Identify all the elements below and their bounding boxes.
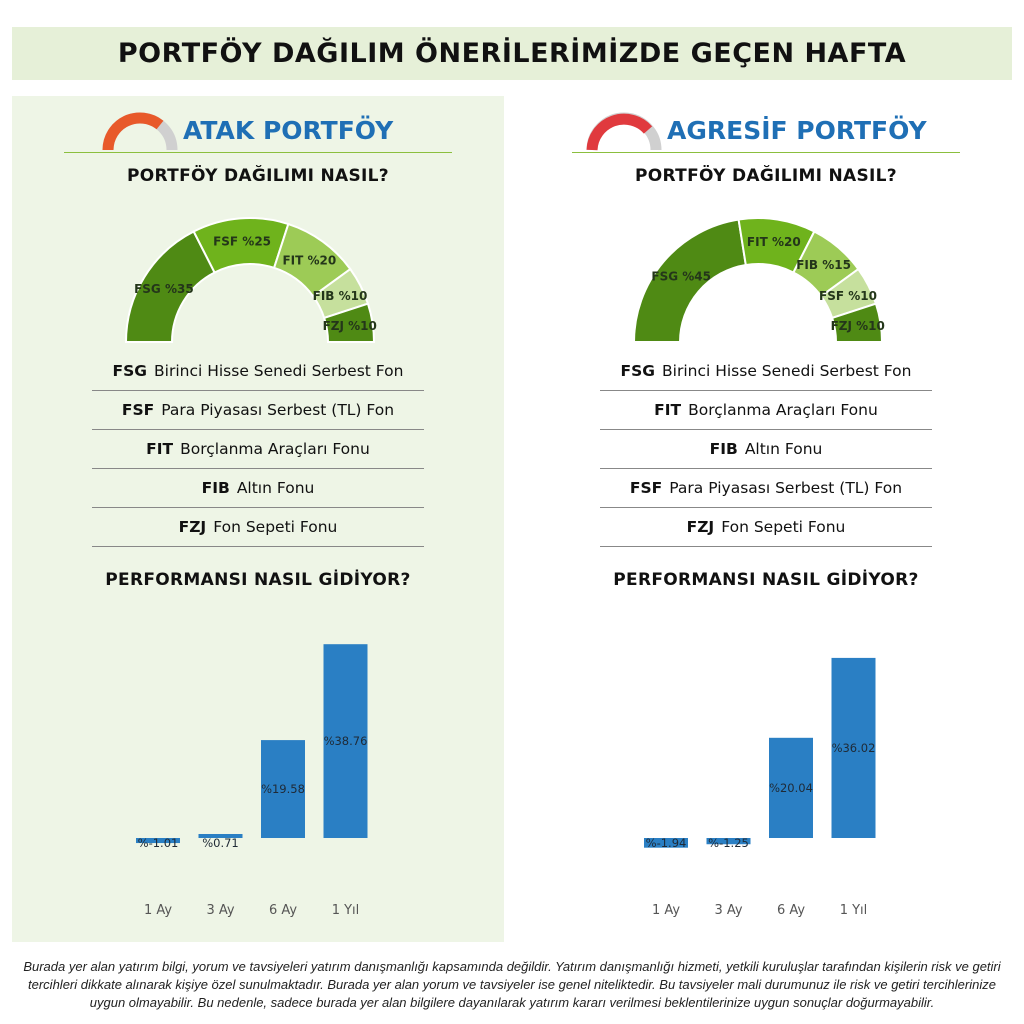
fund-name: Borçlanma Araçları Fonu [180, 440, 370, 458]
fund-code: FSG [112, 362, 148, 380]
legend-row-fzj: FZJ Fon Sepeti Fonu [92, 508, 424, 547]
title-divider [64, 152, 452, 153]
gauge-slice-label: FIT %20 [282, 253, 336, 267]
fund-code: FZJ [686, 518, 715, 536]
legend-row-fsg: FSG Birinci Hisse Senedi Serbest Fon [600, 352, 932, 391]
header-banner: PORTFÖY DAĞILIM ÖNERİLERİMİZDE GEÇEN HAF… [12, 27, 1012, 80]
bar-value-label: %-1.94 [646, 836, 687, 850]
bar-3 [261, 740, 305, 838]
fund-code: FSF [121, 401, 155, 419]
gauge-slice-label: FIB %10 [313, 289, 368, 303]
fund-name: Birinci Hisse Senedi Serbest Fon [662, 362, 912, 380]
agresif-portfoy-panel: AGRESİF PORTFÖY PORTFÖY DAĞILIMI NASIL? … [520, 96, 1012, 942]
gauge-slice-label: FSF %10 [819, 289, 877, 303]
fund-code: FZJ [178, 518, 207, 536]
legend-row-fib: FIB Altın Fonu [92, 469, 424, 508]
gauge-slice-label: FIT %20 [747, 235, 801, 249]
x-tick-label: 3 Ay [206, 903, 234, 918]
fund-code: FIB [709, 440, 738, 458]
gauge-slice-label: FZJ %10 [323, 319, 377, 333]
performance-heading: PERFORMANSI NASIL GİDİYOR? [613, 570, 919, 590]
fund-code: FSF [629, 479, 663, 497]
fund-name: Para Piyasası Serbest (TL) Fon [161, 401, 395, 419]
gauge-slice-label: FSF %25 [213, 234, 271, 248]
gauge-icon-orange [102, 112, 178, 151]
bar-1 [644, 838, 688, 848]
fund-code: FIB [201, 479, 230, 497]
fund-name: Altın Fonu [744, 440, 823, 458]
x-tick-label: 1 Ay [144, 903, 172, 918]
bar-value-label: %-1.01 [138, 836, 179, 850]
fund-name: Para Piyasası Serbest (TL) Fon [669, 479, 903, 497]
gauge-slice-label: FZJ %10 [831, 319, 885, 333]
fund-name: Borçlanma Araçları Fonu [688, 401, 878, 419]
fund-legend: FSG Birinci Hisse Senedi Serbest Fon FSF Pa… [92, 352, 424, 547]
performance-bar-chart: %-1.94 1 Ay %-1.25 3 Ay %20.04 6 Ay %36.02 1 Yı… [644, 657, 876, 918]
performance-bar-chart: %-1.01 1 Ay %0.71 3 Ay %19.58 6 Ay %38.76 1 Yıl [136, 644, 368, 918]
legend-row-fzj: FZJ Fon Sepeti Fonu [600, 508, 932, 547]
bar-4 [323, 644, 368, 838]
bar-2 [706, 838, 751, 845]
gauge-slice-label: FSG %35 [134, 282, 194, 296]
gauge-slice-fzj [830, 302, 884, 343]
bar-value-label: %0.71 [202, 836, 239, 850]
panel-title: AGRESİF PORTFÖY [667, 116, 927, 145]
x-tick-label: 6 Ay [269, 903, 297, 918]
atak-portfoy-panel: ATAK PORTFÖY PORTFÖY DAĞILIMI NASIL? FSG… [12, 96, 504, 942]
panel-title-row: AGRESİF PORTFÖY [520, 112, 1012, 152]
fund-name: Birinci Hisse Senedi Serbest Fon [154, 362, 404, 380]
fund-code: FSG [620, 362, 656, 380]
fund-code: FIT [654, 401, 682, 419]
allocation-heading: PORTFÖY DAĞILIMI NASIL? [127, 166, 389, 186]
bar-value-label: %-1.25 [708, 836, 749, 850]
bar-4 [831, 657, 876, 838]
x-tick-label: 1 Yıl [332, 903, 360, 918]
fund-name: Fon Sepeti Fonu [721, 518, 846, 536]
gauge-slice-label: FSG %45 [651, 269, 711, 283]
allocation-heading: PORTFÖY DAĞILIMI NASIL? [635, 166, 897, 186]
fund-code: FIT [146, 440, 174, 458]
panel-title: ATAK PORTFÖY [183, 116, 394, 145]
performance-heading: PERFORMANSI NASIL GİDİYOR? [105, 570, 411, 590]
allocation-gauge-chart: FSG %35 FSF %25 FIT %20 FIB %10 FZJ %10 [124, 217, 377, 343]
fund-name: Fon Sepeti Fonu [213, 518, 338, 536]
title-divider [572, 152, 960, 153]
x-tick-label: 3 Ay [714, 903, 742, 918]
disclaimer-text: Burada yer alan yatırım bilgi, yorum ve … [23, 959, 1001, 1010]
legend-row-fsg: FSG Birinci Hisse Senedi Serbest Fon [92, 352, 424, 391]
bar-value-label: %20.04 [769, 781, 813, 795]
bar-value-label: %36.02 [832, 741, 876, 755]
gauge-icon-red [586, 112, 662, 151]
gauge-slice-fzj [322, 302, 376, 343]
legend-row-fsf: FSF Para Piyasası Serbest (TL) Fon [600, 469, 932, 508]
bar-value-label: %19.58 [261, 782, 305, 796]
x-tick-label: 1 Ay [652, 903, 680, 918]
fund-legend: FSG Birinci Hisse Senedi Serbest Fon FIT Bo… [600, 352, 932, 547]
legend-row-fib: FIB Altın Fonu [600, 430, 932, 469]
x-tick-label: 1 Yıl [840, 903, 868, 918]
page-title: PORTFÖY DAĞILIM ÖNERİLERİMİZDE GEÇEN HAF… [117, 38, 907, 69]
bar-value-label: %38.76 [324, 734, 368, 748]
panel-title-row: ATAK PORTFÖY [12, 112, 504, 152]
x-tick-label: 6 Ay [777, 903, 805, 918]
fund-name: Altın Fonu [236, 479, 315, 497]
bar-3 [769, 737, 813, 838]
allocation-gauge-chart: FSG %45 FIT %20 FIB %15 FSF %10 FZJ %10 [632, 217, 885, 343]
legend-row-fsf: FSF Para Piyasası Serbest (TL) Fon [92, 391, 424, 430]
legend-row-fit: FIT Borçlanma Araçları Fonu [92, 430, 424, 469]
bar-2 [198, 834, 243, 838]
gauge-slice-label: FIB %15 [796, 258, 851, 272]
legend-row-fit: FIT Borçlanma Araçları Fonu [600, 391, 932, 430]
bar-1 [136, 838, 180, 844]
